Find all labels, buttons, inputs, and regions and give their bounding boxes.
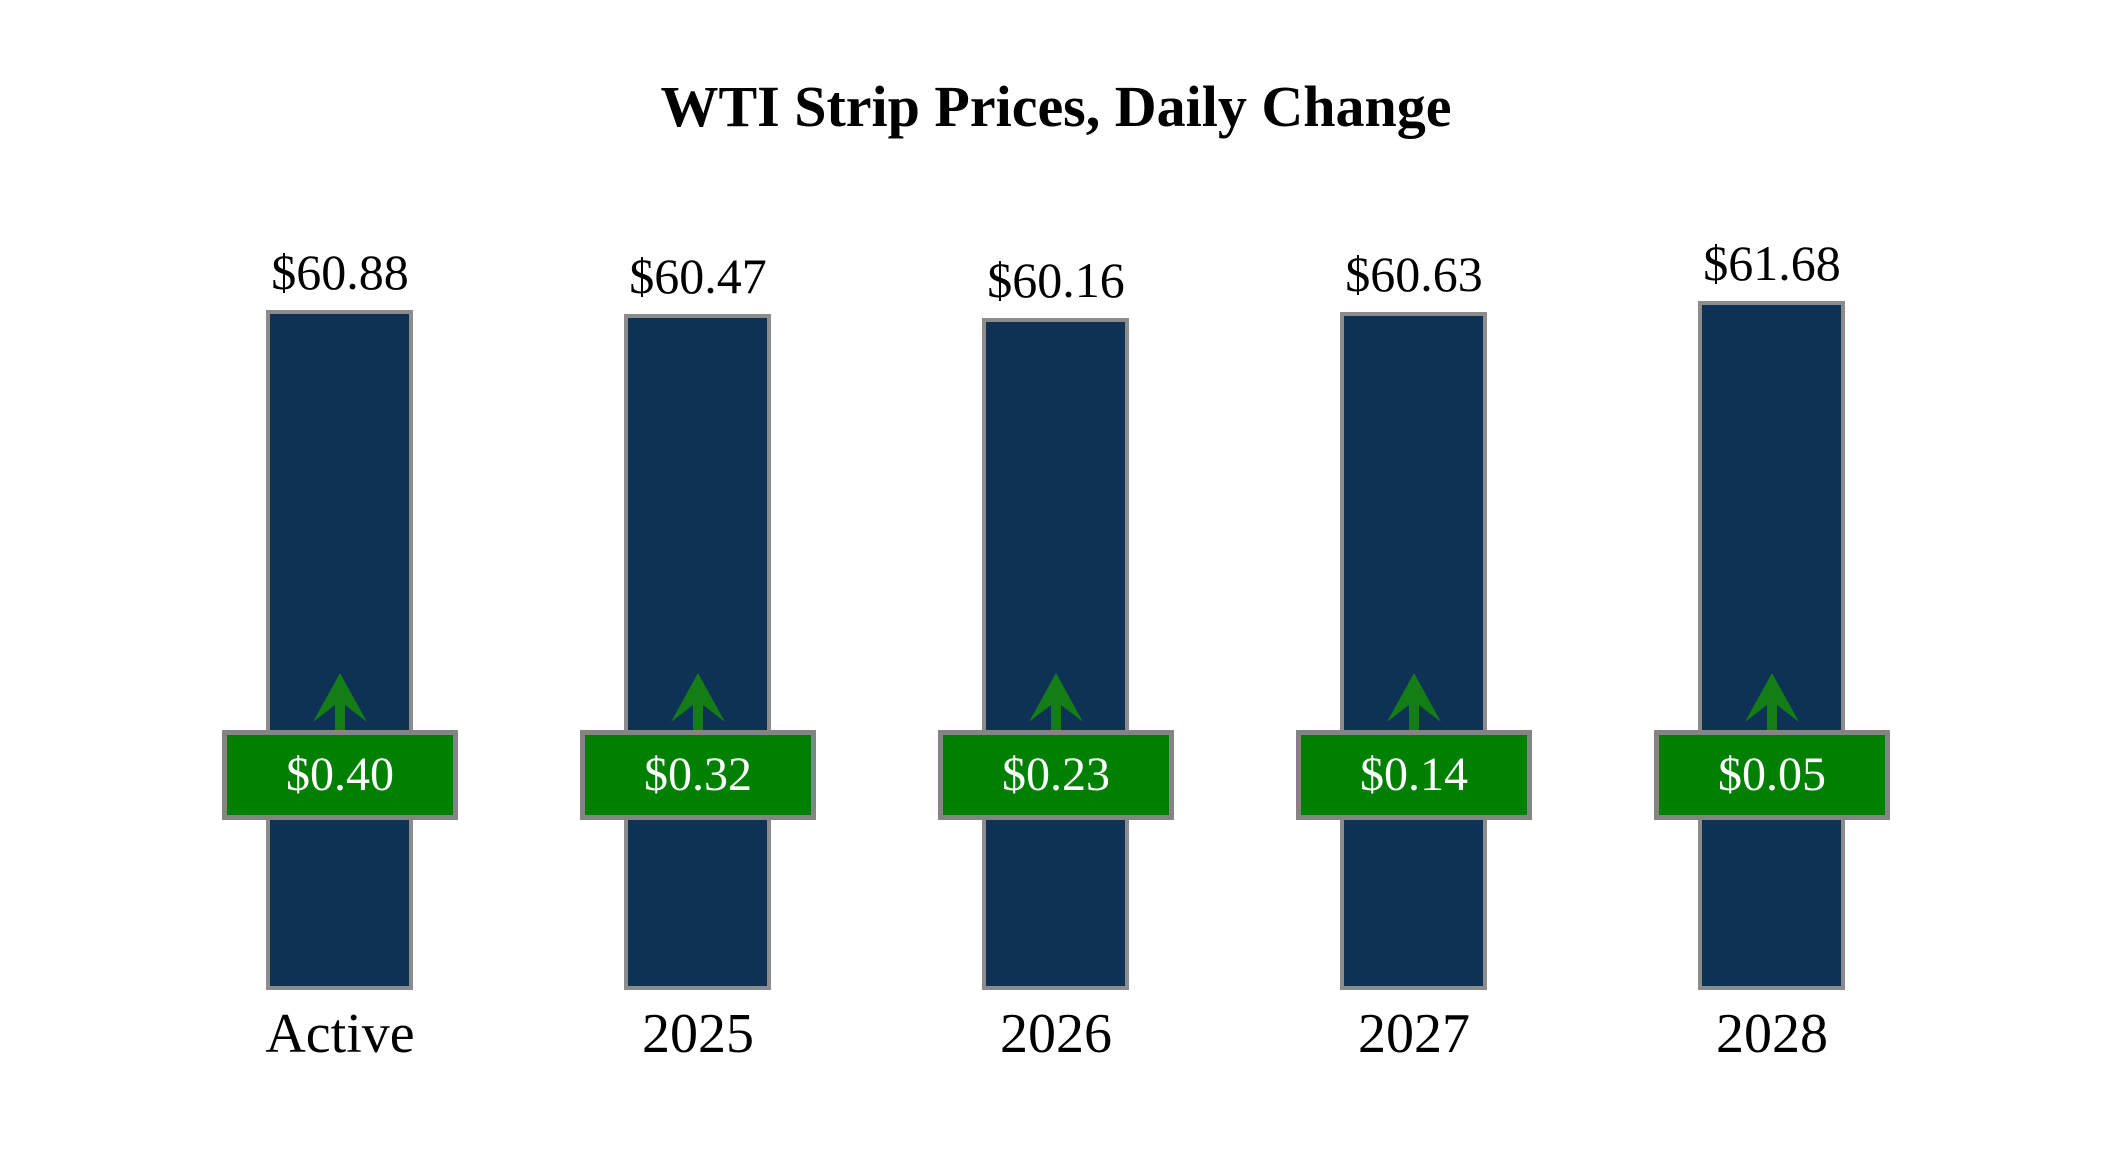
up-arrow-shape — [313, 673, 367, 730]
price-label: $60.88 — [271, 243, 409, 300]
change-badge: $0.05 — [1654, 730, 1890, 820]
change-badge: $0.14 — [1296, 730, 1532, 820]
price-bar — [1340, 312, 1487, 990]
bar-group: $60.63 $0.14 2027 — [1235, 0, 1593, 1152]
price-bar — [1698, 300, 1845, 990]
change-badge: $0.32 — [580, 730, 816, 820]
bar-group: $60.16 $0.23 2026 — [877, 0, 1235, 1152]
bar-group: $60.47 $0.32 2025 — [519, 0, 877, 1152]
up-arrow-icon — [1745, 673, 1799, 730]
price-bar — [266, 309, 413, 990]
price-label: $60.47 — [629, 248, 767, 305]
change-value: $0.05 — [1718, 748, 1826, 801]
change-value: $0.14 — [1360, 748, 1468, 801]
price-label: $60.16 — [987, 251, 1125, 308]
category-label: 2027 — [1358, 1003, 1470, 1065]
change-badge: $0.23 — [938, 730, 1174, 820]
change-value: $0.40 — [286, 748, 394, 801]
price-label: $61.68 — [1703, 234, 1841, 291]
up-arrow-icon — [313, 673, 367, 730]
up-arrow-icon — [1029, 673, 1083, 730]
up-arrow-icon — [671, 673, 725, 730]
chart-title: WTI Strip Prices, Daily Change — [660, 74, 1452, 139]
change-badge: $0.40 — [222, 730, 458, 820]
up-arrow-shape — [1029, 673, 1083, 730]
category-label: 2028 — [1716, 1003, 1828, 1065]
bar-group: $61.68 $0.05 2028 — [1593, 0, 1951, 1152]
category-label: 2026 — [1000, 1003, 1112, 1065]
change-value: $0.23 — [1002, 748, 1110, 801]
up-arrow-icon — [1387, 673, 1441, 730]
price-label: $60.63 — [1345, 246, 1483, 303]
up-arrow-shape — [671, 673, 725, 730]
up-arrow-shape — [1745, 673, 1799, 730]
change-value: $0.32 — [644, 748, 752, 801]
category-label: Active — [265, 1003, 415, 1065]
category-label: 2025 — [642, 1003, 754, 1065]
bar-group: $60.88 $0.40 Active — [161, 0, 519, 1152]
price-bar — [624, 314, 771, 990]
up-arrow-shape — [1387, 673, 1441, 730]
price-bar — [982, 317, 1129, 990]
